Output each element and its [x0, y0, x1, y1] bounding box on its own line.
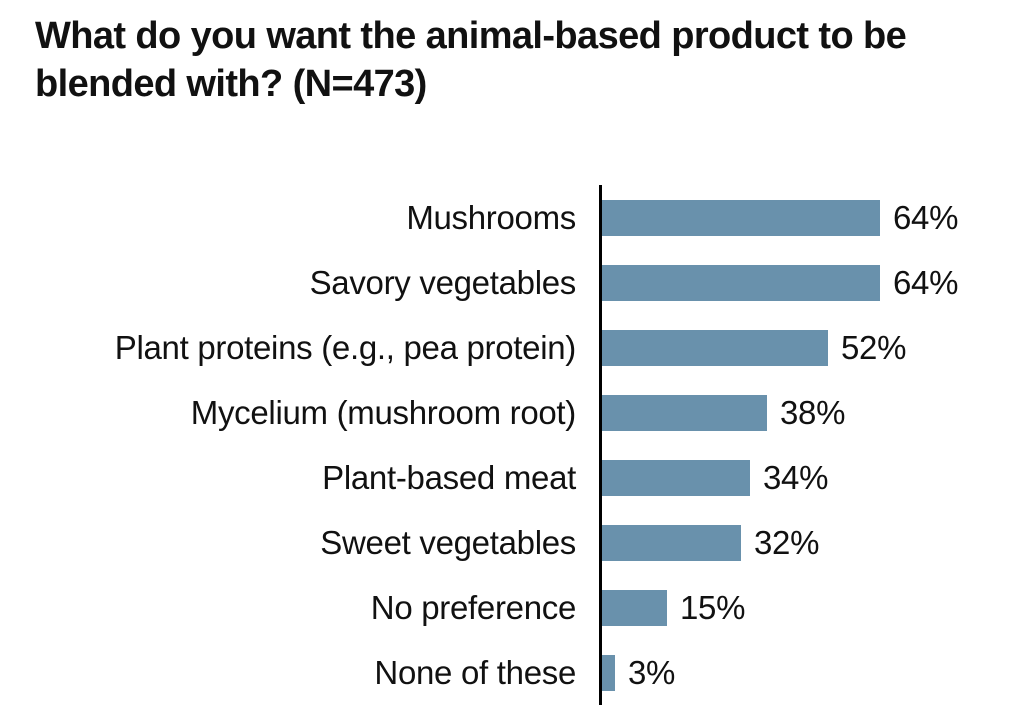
bar [602, 459, 750, 496]
bar-rows: Mushrooms 64% Savory vegetables 64% Plant pr… [0, 185, 1024, 705]
bar [602, 589, 667, 626]
category-label: No preference [370, 588, 577, 626]
value-label: 64% [893, 198, 959, 236]
bar [602, 199, 880, 236]
value-label: 52% [841, 328, 907, 366]
bar-row: Sweet vegetables 32% [0, 510, 1024, 575]
value-label: 15% [680, 588, 746, 626]
bar-row: Savory vegetables 64% [0, 250, 1024, 315]
category-label: Plant-based meat [322, 458, 576, 496]
category-label: Plant proteins (e.g., pea protein) [114, 328, 577, 366]
bar-row: No preference 15% [0, 575, 1024, 640]
bar-row: Mushrooms 64% [0, 185, 1024, 250]
bar-row: Plant proteins (e.g., pea protein) 52% [0, 315, 1024, 380]
category-label: None of these [374, 653, 576, 691]
value-label: 38% [780, 393, 846, 431]
bar [602, 654, 615, 691]
category-label: Mushrooms [406, 198, 576, 236]
value-label: 3% [628, 653, 676, 691]
bar-row: None of these 3% [0, 640, 1024, 705]
category-label: Sweet vegetables [320, 523, 576, 561]
category-label: Savory vegetables [309, 263, 577, 301]
value-label: 34% [763, 458, 829, 496]
chart-title: What do you want the animal-based produc… [35, 12, 990, 108]
y-axis-line [599, 185, 602, 705]
bar [602, 329, 828, 366]
bar [602, 264, 880, 301]
bar-chart-area: Mushrooms 64% Savory vegetables 64% Plant pr… [0, 185, 1024, 705]
bar [602, 394, 767, 431]
chart-title-line-2: blended with? (N=473) [35, 63, 427, 105]
bar-row: Plant-based meat 34% [0, 445, 1024, 510]
value-label: 32% [754, 523, 820, 561]
category-label: Mycelium (mushroom root) [190, 393, 577, 431]
bar [602, 524, 741, 561]
value-label: 64% [893, 263, 959, 301]
bar-row: Mycelium (mushroom root) 38% [0, 380, 1024, 445]
chart-title-line-1: What do you want the animal-based produc… [35, 15, 907, 57]
